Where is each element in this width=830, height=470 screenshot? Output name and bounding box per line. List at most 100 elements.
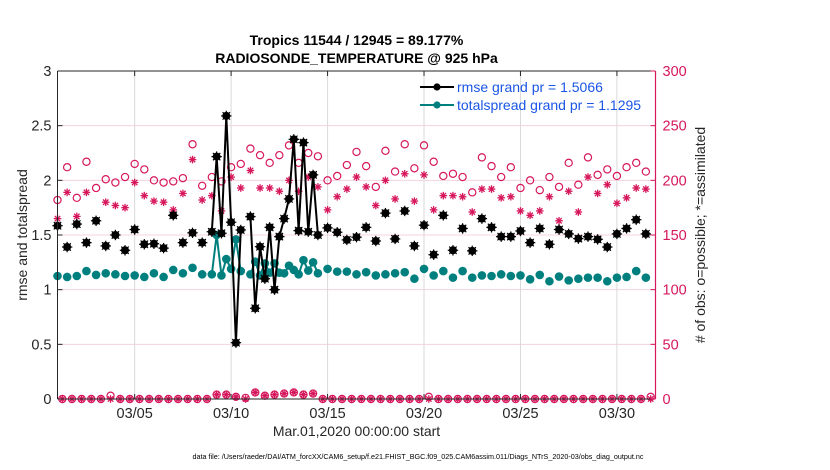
asterisk-stroke <box>353 173 360 181</box>
obs-assimilated-marker <box>574 208 583 216</box>
asterisk-stroke <box>208 192 215 199</box>
rmse-marker <box>553 224 565 235</box>
obs-assimilated-marker <box>458 192 467 201</box>
obs-assimilated-marker <box>613 199 621 208</box>
y-left-tick-label: 3 <box>43 64 51 80</box>
obs-possible-marker <box>641 167 651 176</box>
obs-possible-marker <box>583 153 593 162</box>
totalspread-marker <box>535 270 545 280</box>
x-tick-label: 03/05 <box>117 406 153 422</box>
rmse-marker <box>206 226 218 237</box>
asterisk-stroke <box>290 389 297 396</box>
y-left-tick-label: 0 <box>43 392 51 408</box>
obs-possible-marker <box>62 163 72 172</box>
rmse-marker-spike <box>342 235 351 245</box>
rmse-marker-spike <box>101 241 110 251</box>
obs-assimilated-marker <box>251 388 260 397</box>
rmse-marker-spike <box>198 238 207 247</box>
obs-assimilated-marker <box>564 187 573 196</box>
obs-assimilated-marker <box>121 203 129 212</box>
rmse-marker <box>457 223 468 234</box>
asterisk-stroke <box>469 208 476 216</box>
rmse-marker-spike <box>477 214 487 223</box>
totalspread-marker <box>111 270 120 279</box>
legend-label-rmse: rmse grand pr = 1.5066 <box>457 79 603 95</box>
rmse-marker-spike <box>111 230 120 240</box>
rmse-marker-spike <box>226 218 236 227</box>
axes <box>57 70 657 400</box>
rmse-marker <box>332 227 343 238</box>
rmse-marker <box>250 303 261 314</box>
rmse-marker <box>505 231 517 242</box>
legend-entry-rmse: rmse grand pr = 1.5066 <box>420 79 603 95</box>
rmse-marker-spike <box>574 234 583 243</box>
totalspread-marker <box>545 276 554 286</box>
rmse-marker <box>631 214 642 225</box>
rmse-marker <box>298 137 309 148</box>
obs-assimilated-marker <box>642 185 650 193</box>
rmse-marker-spike <box>439 211 448 220</box>
totalspread-marker <box>236 266 246 276</box>
obs-possible-marker <box>516 183 525 193</box>
totalspread-marker <box>477 271 487 280</box>
rmse-marker-spike <box>487 223 496 232</box>
legend: rmse grand pr = 1.5066 totalspread grand… <box>420 79 641 113</box>
asterisk-stroke <box>642 185 650 193</box>
asterisk-stroke <box>276 188 283 195</box>
totalspread-marker <box>467 273 477 282</box>
rmse-marker <box>288 134 300 145</box>
rmse-marker <box>148 238 160 249</box>
rmse-marker-spike <box>381 209 390 218</box>
asterisk-stroke <box>271 391 278 398</box>
asterisk-stroke <box>266 184 273 192</box>
rmse-marker-spike <box>260 274 269 283</box>
rmse-marker <box>168 210 179 221</box>
asterisk-stroke <box>314 183 322 191</box>
asterisk-stroke <box>213 391 220 398</box>
rmse-marker-spike <box>583 232 593 241</box>
totalspread-marker <box>221 254 231 264</box>
totalspread-marker <box>149 268 159 278</box>
totalspread-marker <box>352 270 361 279</box>
rmse-marker-spike <box>333 228 342 237</box>
rmse-marker-spike <box>231 338 241 347</box>
rmse-marker <box>312 229 324 241</box>
y-left-tick-label: 2 <box>43 173 51 189</box>
asterisk-stroke <box>112 202 119 209</box>
rmse-marker-spike <box>212 152 221 161</box>
x-tick-label: 03/15 <box>309 406 345 422</box>
obs-assimilated-marker <box>545 192 554 201</box>
rmse-marker <box>61 241 73 253</box>
obs-assimilated-marker <box>468 208 477 216</box>
obs-possible-marker <box>111 178 120 187</box>
rmse-marker-spike <box>130 225 139 234</box>
totalspread-marker <box>82 266 91 276</box>
rmse-marker <box>611 228 623 240</box>
obs-possible-marker <box>352 147 361 157</box>
obs-assimilated-marker <box>290 388 298 397</box>
rmse-marker-spike <box>603 242 612 252</box>
rmse-marker <box>534 223 545 234</box>
totalspread-marker <box>231 235 241 244</box>
rmse-marker <box>235 224 246 236</box>
rmse-marker <box>380 207 391 219</box>
rmse-marker-spike <box>497 232 506 241</box>
obs-possible-marker <box>506 163 516 172</box>
rmse-marker <box>158 242 169 254</box>
rmse-marker-spike <box>313 230 323 240</box>
obs-assimilated-marker <box>222 390 231 399</box>
rmse-marker <box>245 211 256 222</box>
tick-labels: 0 0.5 1 1.5 2 2.5 3 0 50 100 150 200 250 300 03/05 03/1… <box>31 64 686 422</box>
series-totalspread <box>53 230 651 286</box>
obs-assimilated-marker <box>429 206 438 214</box>
obs-possible-marker <box>197 181 207 190</box>
rmse-marker <box>360 222 372 233</box>
obs-assimilated-marker <box>299 390 308 399</box>
obs-assimilated-marker <box>270 390 279 399</box>
legend-marker-rmse <box>433 83 441 91</box>
asterisk-stroke <box>498 194 505 201</box>
totalspread-marker <box>178 268 188 278</box>
totalspread-marker <box>554 272 564 281</box>
totalspread-marker <box>371 271 381 280</box>
obs-possible-marker <box>284 141 294 150</box>
